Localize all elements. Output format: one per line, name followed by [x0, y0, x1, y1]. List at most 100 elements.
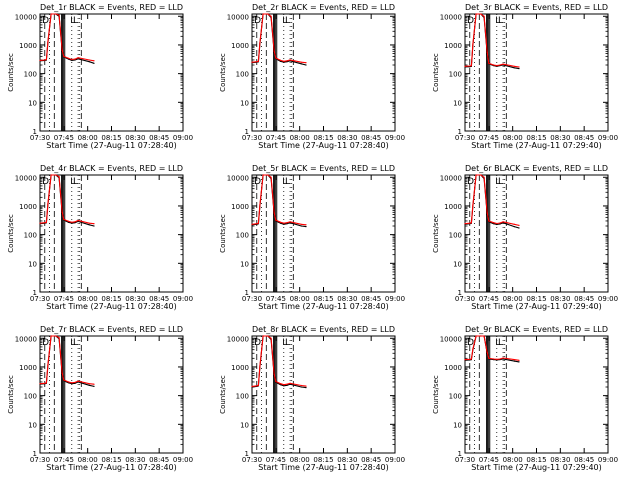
x-axis-label: Start Time (27-Aug-11 07:28:40) — [46, 302, 177, 311]
event-marker-label: L — [282, 177, 287, 187]
data-point-lld — [267, 335, 269, 337]
data-point-lld — [286, 60, 288, 62]
data-point-lld — [45, 382, 48, 384]
data-point-lld — [68, 220, 70, 222]
data-point-lld — [61, 49, 63, 51]
data-point-lld — [464, 223, 466, 225]
data-point-lld — [518, 224, 520, 226]
data-point-lld — [273, 212, 275, 214]
event-marker-label: L — [495, 16, 500, 26]
y-tick-label: 1 — [245, 450, 249, 458]
x-tick-label: 07:45 — [54, 456, 74, 464]
data-point-lld — [71, 221, 73, 223]
data-point-lld — [50, 174, 52, 176]
data-point-lld — [483, 176, 485, 178]
x-axis-label: Start Time (27-Aug-11 07:28:40) — [258, 463, 389, 472]
data-point-events — [300, 63, 302, 65]
data-point-lld — [47, 203, 49, 205]
panel-title: Det_6r BLACK = Events, RED = LLD — [465, 164, 608, 173]
y-axis-label: Counts/sec — [219, 375, 227, 414]
data-point-lld — [88, 383, 90, 385]
x-tick-label: 08:30 — [125, 456, 145, 464]
y-tick-label: 10000 — [15, 13, 37, 21]
x-tick-label: 07:30 — [455, 456, 475, 464]
y-tick-label: 100 — [449, 232, 462, 240]
data-point-lld — [513, 223, 515, 225]
data-point-lld — [45, 221, 48, 223]
data-point-lld — [464, 359, 466, 361]
x-tick-label: 08:15 — [526, 295, 546, 303]
y-tick-label: 1000 — [444, 42, 462, 50]
event-marker-label: L — [285, 338, 290, 348]
y-tick-label: 100 — [236, 232, 249, 240]
x-tick-label: 07:30 — [30, 295, 50, 303]
data-point-lld — [502, 63, 504, 65]
data-point-lld — [273, 50, 275, 52]
y-axis-label: Counts/sec — [7, 53, 15, 92]
event-marker-label: D — [42, 177, 49, 187]
data-point-lld — [283, 384, 285, 386]
data-point-lld — [61, 372, 63, 374]
data-point-lld — [63, 379, 65, 381]
data-point-lld — [256, 61, 258, 63]
data-point-events — [513, 226, 515, 228]
data-point-lld — [499, 64, 501, 66]
data-point-lld — [464, 65, 466, 67]
data-point-lld — [68, 381, 70, 383]
data-point-events — [305, 226, 307, 228]
panel-title: Det_9r BLACK = Events, RED = LLD — [465, 325, 608, 334]
data-point-events — [305, 64, 307, 66]
x-tick-label: 08:30 — [125, 295, 145, 303]
data-point-lld — [488, 220, 490, 222]
x-tick-label: 09:00 — [385, 295, 405, 303]
data-point-lld — [286, 222, 288, 224]
data-point-lld — [513, 65, 515, 67]
data-point-lld — [493, 64, 495, 66]
x-tick-label: 07:30 — [455, 134, 475, 142]
y-tick-label: 10000 — [440, 335, 462, 343]
data-point-events — [305, 387, 307, 389]
event-marker-label: L — [73, 16, 78, 26]
x-axis-label: Start Time (27-Aug-11 07:28:40) — [258, 141, 389, 150]
data-point-lld — [262, 13, 264, 15]
x-tick-label: 09:00 — [598, 456, 618, 464]
x-tick-label: 08:15 — [526, 134, 546, 142]
x-tick-label: 08:45 — [149, 456, 169, 464]
x-tick-label: 07:45 — [54, 134, 74, 142]
event-marker-label: L — [498, 177, 503, 187]
event-marker-label: L — [495, 338, 500, 348]
y-tick-label: 10000 — [227, 174, 249, 182]
x-tick-label: 08:00 — [290, 134, 310, 142]
data-point-lld — [513, 359, 515, 361]
data-point-lld — [257, 384, 259, 386]
data-point-lld — [469, 222, 471, 224]
event-marker-label: D — [254, 338, 261, 348]
panel-title: Det_5r BLACK = Events, RED = LLD — [252, 164, 395, 173]
data-point-lld — [488, 62, 490, 64]
x-tick-label: 08:15 — [101, 295, 121, 303]
y-tick-label: 1 — [458, 450, 462, 458]
detector-panel-5: Det_5r BLACK = Events, RED = LLD Counts/s… — [219, 164, 405, 311]
data-point-events — [93, 62, 95, 64]
data-point-lld — [50, 335, 52, 337]
data-point-lld — [496, 358, 498, 360]
event-marker-label: D — [467, 16, 474, 26]
data-point-lld — [270, 176, 272, 178]
data-point-lld — [472, 204, 474, 206]
y-axis-label: Counts/sec — [219, 53, 227, 92]
data-point-lld — [77, 219, 79, 222]
data-point-lld — [251, 61, 253, 63]
data-point-lld — [499, 222, 501, 224]
data-point-lld — [93, 60, 95, 62]
x-tick-label: 08:00 — [78, 295, 98, 303]
y-tick-label: 1000 — [444, 364, 462, 372]
y-tick-label: 1 — [33, 450, 37, 458]
data-point-events — [283, 223, 285, 225]
x-tick-label: 07:30 — [242, 456, 262, 464]
data-point-lld — [518, 66, 520, 68]
y-tick-label: 10 — [240, 99, 249, 107]
data-point-lld — [486, 351, 488, 354]
detector-panel-9: Det_9r BLACK = Events, RED = LLD Counts/s… — [432, 325, 618, 472]
data-point-lld — [71, 382, 73, 384]
x-axis-label: Start Time (27-Aug-11 07:28:40) — [46, 463, 177, 472]
